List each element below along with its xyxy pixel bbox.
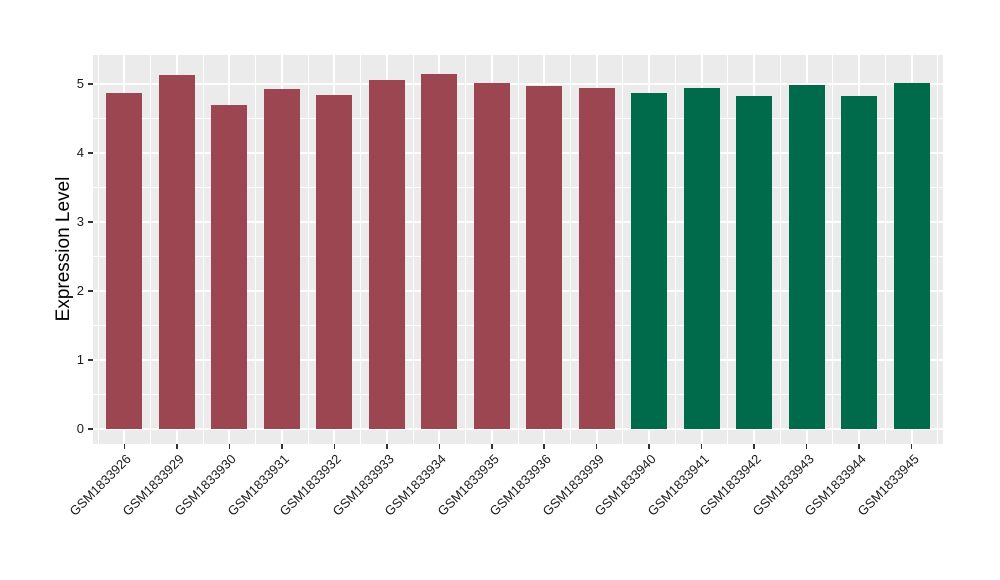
y-tick-label: 1 [76, 352, 84, 368]
y-axis-tick-mark [88, 359, 93, 361]
gridline-minor-vertical [622, 55, 624, 444]
x-axis-tick-mark [700, 444, 703, 449]
gridline-minor-vertical [674, 55, 676, 444]
gridline-minor-vertical [202, 55, 204, 444]
gridline-major-horizontal [93, 427, 943, 430]
y-axis-title: Expression Level [53, 176, 74, 322]
x-axis-tick-mark [858, 444, 860, 449]
y-axis-tick-mark [88, 83, 93, 85]
gridline-major-horizontal [93, 82, 943, 85]
gridline-minor-vertical [884, 55, 886, 444]
bar-GSM1833935 [473, 82, 510, 429]
x-axis-tick-mark [123, 444, 126, 449]
gridline-minor-vertical [360, 55, 362, 444]
gridline-minor-vertical [937, 55, 939, 444]
gridline-minor-vertical [412, 55, 414, 444]
bar-GSM1833945 [893, 82, 930, 429]
x-axis-tick-mark [228, 444, 231, 449]
y-axis-tick-mark [88, 152, 93, 154]
gridline-minor-vertical [569, 55, 571, 444]
gridline-minor-vertical [465, 55, 467, 444]
x-axis-tick-mark [176, 444, 178, 449]
gridline-minor-vertical [150, 55, 152, 444]
bar-GSM1833933 [368, 79, 405, 429]
y-tick-label: 4 [76, 145, 84, 161]
bar-GSM1833944 [841, 95, 878, 429]
gridline-major-horizontal [93, 151, 943, 154]
y-axis-tick-mark [88, 221, 93, 223]
gridline-minor-vertical [832, 55, 834, 444]
gridline-minor-vertical [779, 55, 781, 444]
gridline-major-horizontal [93, 220, 943, 223]
bar-GSM1833932 [316, 95, 353, 429]
bar-GSM1833943 [788, 85, 825, 429]
x-axis-tick-mark [543, 444, 545, 449]
x-axis-tick-mark [333, 444, 336, 449]
y-axis-tick-mark [88, 428, 93, 430]
bar-GSM1833941 [683, 88, 720, 429]
x-axis-tick-mark [595, 444, 598, 449]
y-tick-label: 0 [76, 421, 84, 437]
bar-GSM1833929 [158, 75, 195, 429]
y-tick-label: 2 [76, 283, 84, 299]
y-tick-label: 5 [76, 76, 84, 92]
x-axis-tick-mark [753, 444, 755, 449]
bar-GSM1833934 [421, 74, 458, 429]
x-axis-tick-mark [805, 444, 808, 449]
bar-GSM1833926 [106, 92, 143, 429]
gridline-minor-vertical [517, 55, 519, 444]
y-axis-tick-mark [88, 290, 93, 292]
gridline-minor-vertical [727, 55, 729, 444]
x-axis-tick-mark [386, 444, 388, 449]
bar-GSM1833942 [736, 95, 773, 429]
gridline-minor-vertical [97, 55, 99, 444]
x-axis-tick-mark [281, 444, 283, 449]
x-axis-tick-mark [438, 444, 441, 449]
bar-GSM1833939 [578, 88, 615, 429]
bar-GSM1833936 [526, 86, 563, 429]
gridline-major-horizontal [93, 358, 943, 361]
bar-GSM1833931 [263, 89, 300, 429]
gridline-minor-vertical [255, 55, 257, 444]
x-axis-tick-mark [648, 444, 650, 449]
bar-GSM1833940 [631, 92, 668, 429]
gridline-minor-vertical [307, 55, 309, 444]
y-tick-label: 3 [76, 214, 84, 230]
x-axis-tick-mark [910, 444, 913, 449]
bar-GSM1833930 [211, 104, 248, 429]
gridline-major-horizontal [93, 289, 943, 292]
x-axis-tick-mark [491, 444, 493, 449]
